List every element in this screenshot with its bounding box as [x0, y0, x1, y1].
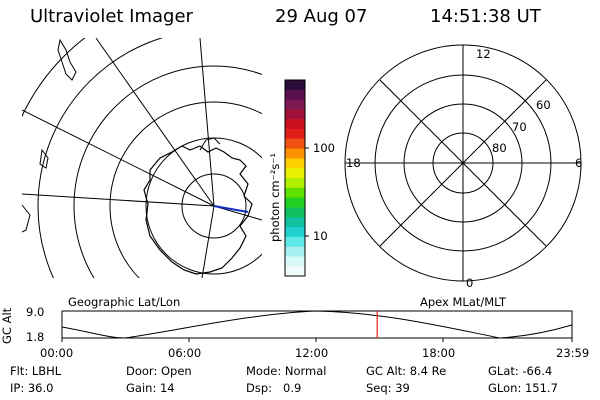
date-label: 29 Aug 07 [275, 6, 368, 27]
antarctica-coast [143, 145, 253, 275]
alt-xtick-label: 06:00 [168, 346, 202, 360]
colorbar-segment [285, 168, 305, 179]
colorbar-segment [285, 158, 305, 169]
colorbar-segment [285, 236, 305, 248]
australia-coast [22, 204, 31, 233]
door-field: Door: Open [126, 364, 192, 378]
gain-value: 14 [159, 381, 175, 395]
mode-field: Mode: Normal [246, 364, 327, 378]
colorbar-segment [285, 197, 305, 208]
peninsula-coast [199, 137, 221, 151]
polar-grid [344, 44, 582, 282]
dsp-value: 0.9 [283, 381, 302, 395]
mlat-70-label: 70 [512, 120, 527, 134]
colorbar-segment [285, 148, 305, 159]
gain-field: Gain: 14 [126, 381, 175, 395]
colorbar-segment [285, 187, 305, 199]
alt-strip-frame [61, 310, 573, 339]
ip-value: 36.0 [27, 381, 54, 395]
gcalt-field: GC Alt: 8.4 Re [366, 364, 447, 378]
pointing-vector [213, 205, 249, 213]
colorbar-segment [285, 207, 305, 218]
alt-xtick-label: 18:00 [422, 346, 456, 360]
colorbar-segment [285, 178, 305, 189]
alt-y-top: 9.0 [26, 305, 45, 319]
seq-value: 39 [395, 381, 410, 395]
colorbar-segment [285, 119, 305, 130]
colorbar [285, 80, 305, 277]
colorbar-segment [285, 89, 305, 101]
gcalt-value: 8.4 Re [409, 364, 447, 378]
geo-lat-circle [109, 101, 262, 278]
geo-lat-circle [37, 38, 164, 278]
filter-field: Flt: LBHL [10, 364, 62, 378]
mlt-6-label: 6 [575, 156, 583, 170]
island-coast [57, 38, 77, 81]
colorbar-segment [285, 138, 305, 150]
glon-field: GLon: 151.7 [488, 381, 558, 395]
polar-meridian [379, 79, 547, 247]
right-panel-caption: Apex MLat/MLT [420, 295, 507, 309]
geo-lat-circle [181, 173, 247, 239]
geo-meridian [95, 38, 215, 207]
mlt-0-label: 0 [466, 276, 474, 290]
mlt-12-label: 12 [476, 47, 491, 61]
geo-meridian [22, 193, 215, 207]
geo-meridian [22, 109, 215, 207]
geo-meridian [201, 205, 215, 278]
geographic-map [22, 38, 262, 278]
glat-field: GLat: -66.4 [488, 364, 553, 378]
glat-value: -66.4 [522, 364, 553, 378]
colorbar-segment [285, 246, 305, 257]
colorbar-segment [285, 129, 305, 140]
colorbar-segment [285, 80, 305, 91]
dsp-field: Dsp: 0.9 [246, 381, 302, 395]
alt-xtick-label: 00:00 [40, 346, 74, 360]
mlt-18-label: 18 [346, 156, 361, 170]
mode-value: Normal [284, 364, 327, 378]
colorbar-segment [285, 217, 305, 228]
alt-xtick-label: 12:00 [295, 346, 329, 360]
colorbar-segment [285, 227, 305, 238]
mlat-60-label: 60 [536, 98, 551, 112]
glon-value: 151.7 [524, 381, 558, 395]
colorbar-segment [285, 99, 305, 110]
time-label: 14:51:38 UT [430, 6, 541, 27]
colorbar-tick-10: 10 [313, 229, 328, 243]
colorbar-tick-100: 100 [313, 141, 335, 155]
alt-xtick-label: 23:59 [556, 346, 590, 360]
ip-field: IP: 36.0 [10, 381, 54, 395]
colorbar-segment [285, 109, 305, 120]
seq-field: Seq: 39 [366, 381, 410, 395]
colorbar-segment [285, 256, 305, 267]
alt-ylabel: GC Alt [0, 307, 14, 344]
app-title: Ultraviolet Imager [30, 6, 193, 27]
geo-meridian [199, 38, 215, 207]
filter-value: LBHL [31, 364, 62, 378]
geo-lat-circle [73, 65, 262, 278]
alt-y-bottom: 1.8 [26, 330, 45, 344]
left-panel-caption: Geographic Lat/Lon [68, 295, 181, 309]
colorbar-unit-label: photon cm⁻²s⁻¹ [268, 153, 282, 242]
door-value: Open [160, 364, 192, 378]
colorbar-segment [285, 266, 305, 277]
alt-curve [61, 310, 573, 339]
colorbar-frame [284, 79, 306, 277]
mlat-80-label: 80 [492, 141, 507, 155]
island-coast [39, 148, 49, 169]
